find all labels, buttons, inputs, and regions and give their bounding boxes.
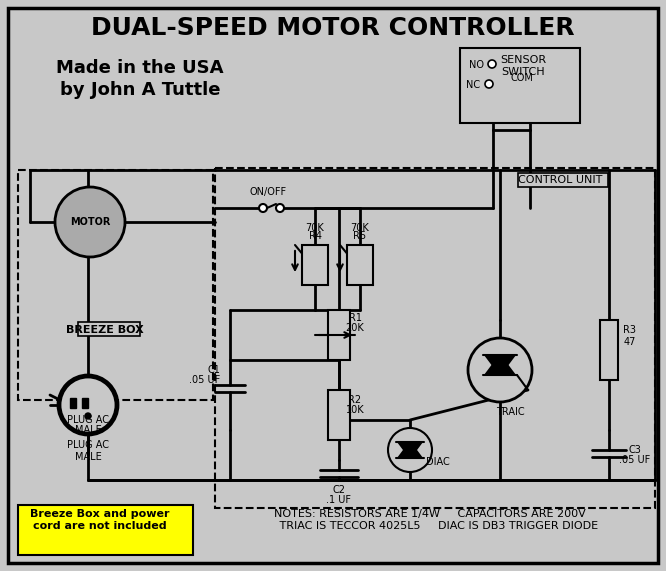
Text: TRAIC: TRAIC (496, 407, 524, 417)
Text: Made in the USA: Made in the USA (56, 59, 224, 77)
Circle shape (58, 375, 118, 435)
Text: NC: NC (466, 80, 480, 90)
Text: DIAC: DIAC (426, 457, 450, 467)
Bar (328, 390, 350, 440)
Bar (600, 320, 618, 380)
Text: 10K: 10K (346, 405, 364, 415)
Circle shape (488, 60, 496, 68)
Text: 47: 47 (624, 337, 636, 347)
Text: 20K: 20K (346, 323, 364, 333)
Text: COM: COM (511, 73, 533, 83)
Text: SWITCH: SWITCH (501, 67, 545, 77)
Circle shape (60, 377, 116, 433)
Bar (78, 322, 140, 336)
Text: by John A Tuttle: by John A Tuttle (60, 81, 220, 99)
Bar (518, 173, 608, 187)
Text: C3: C3 (629, 445, 641, 455)
Circle shape (259, 204, 267, 212)
Polygon shape (485, 355, 515, 375)
Text: C1: C1 (207, 365, 220, 375)
Polygon shape (398, 442, 422, 458)
Text: R3: R3 (623, 325, 637, 335)
Text: .05 UF: .05 UF (619, 455, 651, 465)
Text: PLUG AC: PLUG AC (67, 415, 109, 425)
Text: MOTOR: MOTOR (70, 217, 110, 227)
Text: CONTROL UNIT: CONTROL UNIT (517, 175, 602, 185)
Text: SENSOR: SENSOR (500, 55, 546, 65)
Bar (347, 245, 373, 285)
Text: DUAL-SPEED MOTOR CONTROLLER: DUAL-SPEED MOTOR CONTROLLER (91, 16, 575, 40)
Text: NO: NO (470, 60, 484, 70)
Bar (18, 505, 193, 555)
Text: ON/OFF: ON/OFF (250, 187, 286, 197)
Bar (328, 310, 350, 360)
Text: 70K: 70K (350, 223, 370, 233)
Polygon shape (485, 355, 515, 375)
Text: R2: R2 (348, 395, 362, 405)
Text: 70K: 70K (306, 223, 324, 233)
Text: R1: R1 (348, 313, 362, 323)
Circle shape (85, 413, 91, 419)
Bar (215, 168, 655, 508)
Bar (302, 245, 328, 285)
Bar (82, 398, 88, 408)
Text: MALE: MALE (75, 452, 101, 462)
Polygon shape (398, 442, 422, 458)
Bar (70, 398, 76, 408)
Text: .05 UF: .05 UF (188, 375, 220, 385)
Circle shape (468, 338, 532, 402)
Bar (460, 48, 580, 123)
Text: MALE: MALE (75, 425, 101, 435)
Text: R5: R5 (354, 231, 366, 241)
Circle shape (485, 80, 493, 88)
Text: NOTES: RESISTORS ARE 1/4W     CAPACITORS ARE 200V
     TRIAC IS TECCOR 4025L5   : NOTES: RESISTORS ARE 1/4W CAPACITORS ARE… (262, 509, 598, 531)
Text: R4: R4 (308, 231, 322, 241)
Circle shape (276, 204, 284, 212)
Text: .1 UF: .1 UF (326, 495, 352, 505)
Text: PLUG AC: PLUG AC (67, 440, 109, 450)
Text: C2: C2 (332, 485, 346, 495)
Circle shape (55, 187, 125, 257)
Text: BREEZE BOX: BREEZE BOX (66, 325, 144, 335)
Circle shape (388, 428, 432, 472)
Bar (18, 170, 213, 400)
Text: Breeze Box and power
cord are not included: Breeze Box and power cord are not includ… (30, 509, 170, 531)
